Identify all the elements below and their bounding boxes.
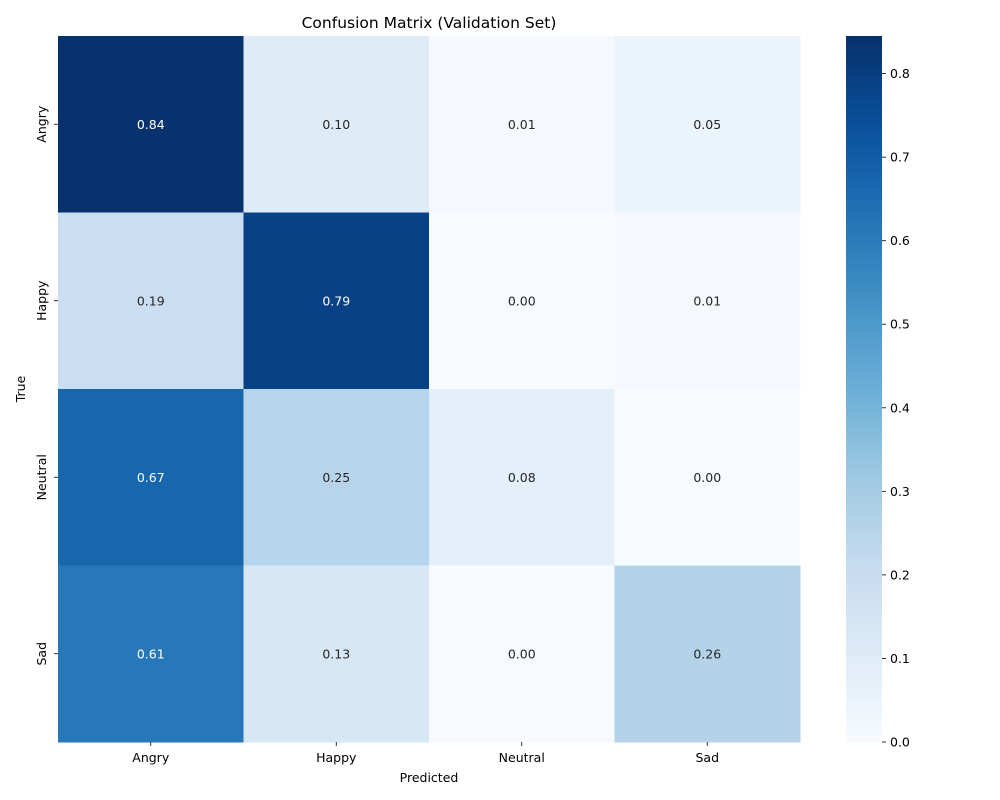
colorbar-gradient [846, 36, 882, 742]
cell-value-label: 0.00 [693, 470, 721, 485]
cell-value-label: 0.25 [322, 470, 350, 485]
cell-value-label: 0.26 [693, 646, 721, 661]
heatmap-cell [58, 212, 244, 390]
cell-value-label: 0.00 [508, 646, 536, 661]
heatmap-grid: 0.84 0.10 0.01 0.05 0.19 0.79 0.00 0.01 0.67 0.25… [58, 36, 801, 743]
heatmap-cell [243, 36, 430, 213]
heatmap-cell [243, 212, 430, 390]
cell-value-label: 0.05 [693, 117, 721, 132]
heatmap-cell [614, 212, 801, 390]
colorbar-tick-label: 0.0 [890, 735, 910, 750]
colorbar-tick-label: 0.5 [890, 317, 910, 332]
y-tick-label: Happy [34, 280, 49, 321]
colorbar: 0.0 0.1 0.2 0.3 0.4 0.5 0.6 0.7 0.8 [846, 36, 910, 750]
cell-value-label: 0.01 [508, 117, 536, 132]
y-tick-label: Sad [34, 642, 49, 666]
heatmap-cell [58, 36, 244, 213]
cell-value-label: 0.10 [322, 117, 350, 132]
heatmap-cell [58, 565, 244, 743]
cell-value-label: 0.08 [508, 470, 536, 485]
x-tick-label: Angry [132, 750, 170, 765]
cell-value-label: 0.67 [137, 470, 165, 485]
x-tick-label: Sad [695, 750, 719, 765]
colorbar-tick-label: 0.7 [890, 150, 910, 165]
y-axis-ticks: Angry Happy Neutral Sad [34, 105, 58, 666]
heatmap-cell [429, 36, 615, 213]
cell-value-label: 0.00 [508, 293, 536, 308]
y-tick-label: Neutral [34, 454, 49, 500]
colorbar-tick-label: 0.8 [890, 66, 910, 81]
heatmap-cell [429, 389, 615, 566]
heatmap-cell [614, 389, 801, 566]
heatmap-cell [614, 36, 801, 213]
colorbar-tick-label: 0.2 [890, 567, 910, 582]
heatmap-cell [429, 565, 615, 743]
cell-value-label: 0.19 [137, 293, 165, 308]
x-axis-label: Predicted [400, 770, 459, 785]
heatmap-cell [58, 389, 244, 566]
colorbar-tick-label: 0.1 [890, 651, 910, 666]
y-tick-label: Angry [34, 105, 49, 143]
heatmap-cell [614, 565, 801, 743]
cell-value-label: 0.84 [137, 117, 165, 132]
colorbar-tick-label: 0.6 [890, 233, 910, 248]
x-axis-ticks: Angry Happy Neutral Sad [132, 742, 719, 765]
heatmap-cell [243, 565, 430, 743]
heatmap-cell [243, 389, 430, 566]
colorbar-tick-label: 0.4 [890, 400, 910, 415]
cell-value-label: 0.79 [322, 293, 350, 308]
cell-value-label: 0.61 [137, 646, 165, 661]
x-tick-label: Neutral [499, 750, 545, 765]
x-tick-label: Happy [316, 750, 357, 765]
chart-title: Confusion Matrix (Validation Set) [302, 14, 557, 32]
y-axis-label: True [13, 375, 28, 403]
cell-value-label: 0.01 [693, 293, 721, 308]
heatmap-cell [429, 212, 615, 390]
cell-value-label: 0.13 [322, 646, 350, 661]
colorbar-tick-label: 0.3 [890, 484, 910, 499]
